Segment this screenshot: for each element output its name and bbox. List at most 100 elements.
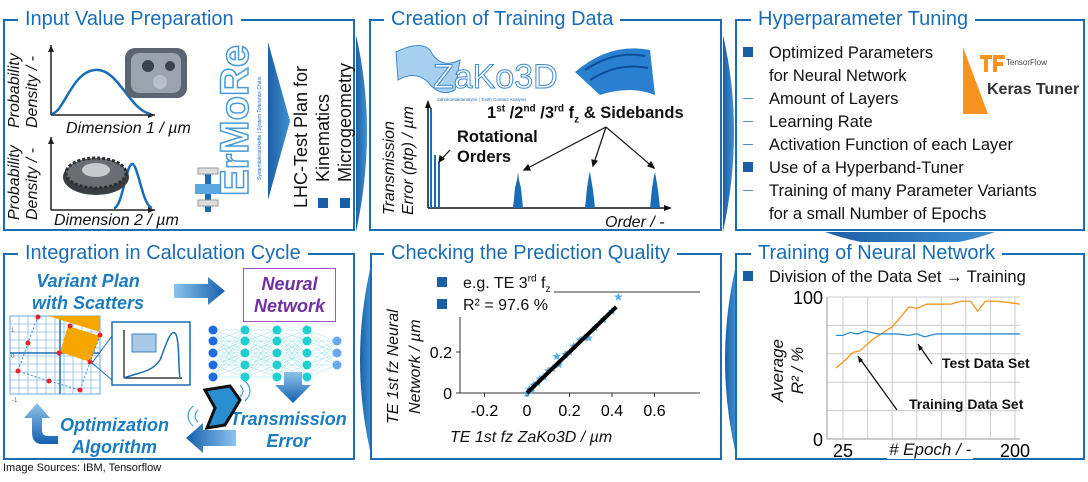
nn-connection: [306, 352, 338, 378]
neural-network-box[interactable]: Neural Network: [243, 268, 336, 322]
nn-connection: [276, 340, 308, 354]
nn-connection: [212, 329, 246, 342]
annotation-fz-sidebands: 1st /2nd /3rd fz & Sidebands: [487, 103, 684, 126]
y-tick-label: 0: [443, 386, 452, 403]
peak-rotational: [434, 155, 436, 208]
prediction-scatter-chart: -0.2 0 0.2 0.4 0.6 0 0.2: [430, 291, 700, 420]
nn-node: [302, 360, 312, 370]
nn-connection: [244, 329, 278, 366]
nn-connection: [276, 329, 308, 378]
nn-connection: [276, 340, 308, 378]
nn-connection: [244, 352, 278, 378]
nn-connection: [212, 364, 246, 378]
nn-node: [240, 348, 250, 358]
transmission-error-spectrum: [395, 45, 672, 211]
spectrum-peaks: [430, 108, 660, 208]
scatter-grid-plot: [9, 314, 103, 395]
nn-connection: [212, 329, 246, 378]
x-axis-label: # Epoch / -: [887, 440, 974, 459]
distribution-curve-2: [113, 162, 153, 210]
peak-3rd-fz: [650, 172, 660, 208]
list-item: Use of a Hyperband-Tuner: [743, 157, 1037, 180]
x-tick-label: 0: [523, 403, 532, 420]
panel-title: Hyperparameter Tuning: [751, 8, 976, 30]
x-tick-label: 0.2: [558, 403, 580, 420]
x-tick-label: -0.2: [471, 403, 499, 420]
list-item: Amount of Layers: [743, 88, 1037, 111]
gear-image: [63, 156, 129, 195]
nn-connection: [212, 340, 246, 354]
arrow-training-to-hyper: [723, 35, 734, 232]
nn-connection: [306, 340, 338, 378]
nn-node: [302, 372, 312, 382]
scatter-point: [614, 292, 623, 301]
y-label-line1: Average: [768, 338, 787, 402]
distribution-plot-1: [48, 42, 290, 213]
inset-response-plot: [111, 321, 191, 386]
y-axis-label: Average R² / %: [768, 339, 808, 402]
annotation-test-data-set: Test Data Set: [942, 355, 1030, 371]
arrow-right-icon: [174, 277, 225, 305]
nn-connection: [306, 329, 338, 354]
nn-connection: [212, 340, 246, 366]
x-tick-label: 200: [1000, 441, 1030, 461]
peak-rotational: [438, 162, 440, 208]
list-item: Learning Rate: [743, 111, 1037, 134]
nn-node: [302, 325, 312, 335]
nn-node: [208, 372, 218, 382]
legend-item: e.g. TE 3rd fz: [437, 273, 550, 295]
grid-tick: -1: [12, 398, 18, 404]
list-item: for Neural Network: [769, 67, 907, 85]
arrowhead: [858, 356, 863, 363]
nn-node: [332, 348, 342, 358]
nn-node: [272, 372, 282, 382]
peak-2nd-fz: [585, 172, 595, 208]
ermore-stack-icon: [195, 167, 221, 212]
nn-connection: [306, 364, 338, 378]
nn-connection: [276, 340, 308, 366]
arrow-down-icon: [275, 372, 311, 403]
y-tick-label: 0: [813, 430, 823, 450]
nn-node: [302, 348, 312, 358]
nn-connection: [276, 364, 308, 378]
nn-connection: [212, 340, 246, 378]
nn-node: [332, 360, 342, 370]
integration-diagram: 1 0 -1: [9, 277, 342, 453]
series-line: [836, 330, 1020, 338]
annotation-line2: Orders: [457, 148, 512, 166]
legend-item: R² = 97.6 %: [437, 295, 550, 317]
panel-title: Creation of Training Data: [384, 8, 621, 30]
nn-connection: [244, 329, 278, 378]
nn-connection: [306, 329, 338, 342]
neural-network-graph: [208, 325, 342, 382]
nn-connection: [244, 364, 278, 378]
arrow-curved-up-icon: [24, 403, 58, 444]
tensorflow-logo-icon: [963, 47, 1005, 114]
keras-tuner-logo: Keras Tuner: [987, 81, 1080, 98]
nn-node: [208, 325, 218, 335]
grid-tick: 1: [11, 328, 15, 334]
nn-node: [272, 360, 282, 370]
arrow-check-to-integration: [360, 265, 371, 455]
x-axis-label-2: Dimension 2 / µm: [54, 212, 179, 229]
nn-connection: [244, 340, 278, 378]
gear-noise-icon: [187, 380, 251, 430]
peak-rotational: [430, 108, 432, 208]
nn-node: [208, 348, 218, 358]
nn-connection: [244, 329, 278, 342]
gear-contact-3d-image: [575, 48, 655, 95]
nn-connection: [244, 340, 278, 366]
panel-title: Checking the Prediction Quality: [384, 242, 678, 264]
nn-connection: [244, 340, 278, 354]
peak-1st-fz: [513, 172, 523, 208]
grid-tick: 0: [11, 354, 15, 360]
fit-line: [525, 305, 618, 395]
x-tick-label: 0.6: [643, 403, 665, 420]
y-tick-label: 100: [793, 288, 823, 308]
series-line: [835, 300, 1021, 369]
annotation-training-data-set: Training Data Set: [909, 396, 1024, 412]
nn-node: [208, 336, 218, 346]
arrow-left-icon: [186, 423, 236, 453]
arrow-input-to-training: [356, 35, 367, 232]
